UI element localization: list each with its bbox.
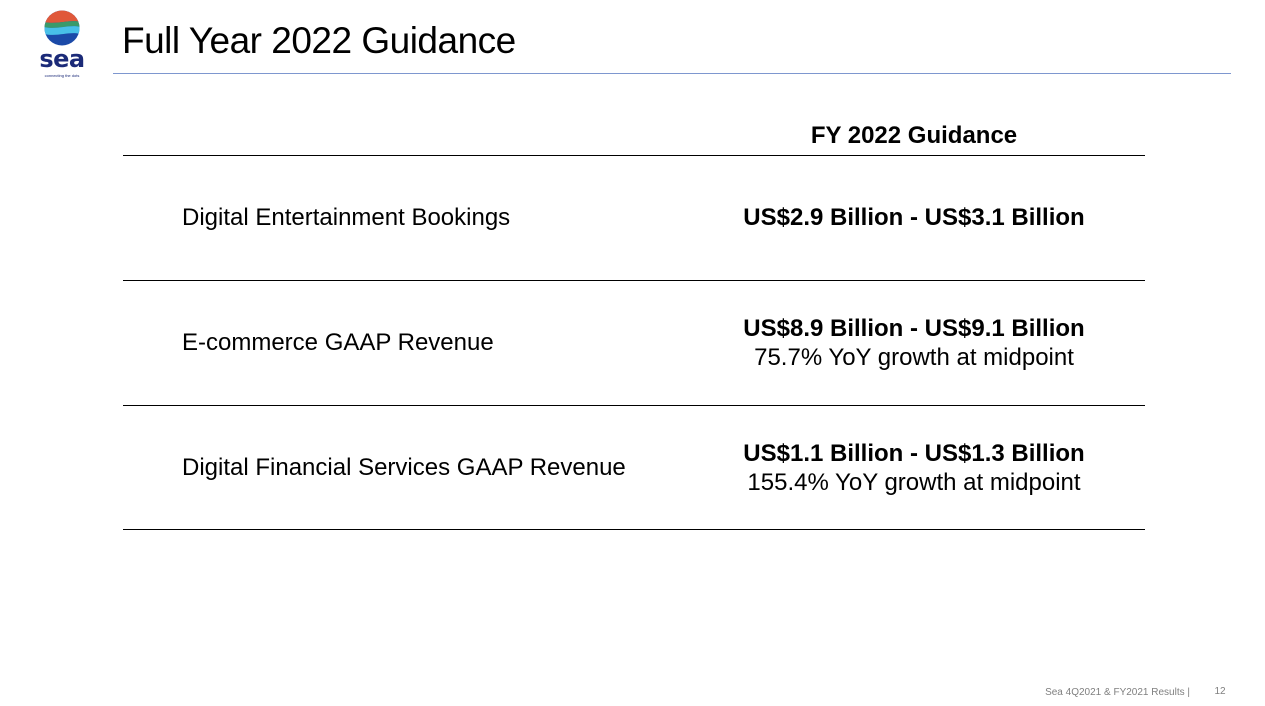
table-divider — [123, 529, 1145, 530]
row-value: US$1.1 Billion - US$1.3 Billion 155.4% Y… — [683, 439, 1145, 497]
logo-wordmark: sea — [39, 45, 85, 73]
title-divider — [113, 73, 1231, 74]
column-header: FY 2022 Guidance — [810, 122, 1018, 149]
row-label: Digital Entertainment Bookings — [182, 204, 511, 231]
sea-logo-icon — [44, 10, 80, 46]
table-divider — [123, 280, 1145, 281]
yoy-growth: 155.4% YoY growth at midpoint — [747, 469, 1081, 496]
row-value: US$2.9 Billion - US$3.1 Billion — [683, 203, 1145, 232]
guidance-range: US$1.1 Billion - US$1.3 Billion — [743, 440, 1085, 467]
guidance-range: US$8.9 Billion - US$9.1 Billion — [743, 315, 1085, 342]
table-divider — [123, 155, 1145, 156]
guidance-range: US$2.9 Billion - US$3.1 Billion — [743, 204, 1085, 231]
row-label: Digital Financial Services GAAP Revenue — [182, 454, 626, 481]
logo-tagline: connecting the dots — [44, 73, 80, 78]
table-divider — [123, 405, 1145, 406]
yoy-growth: 75.7% YoY growth at midpoint — [754, 344, 1074, 371]
row-label: E-commerce GAAP Revenue — [182, 329, 494, 356]
footer-text: Sea 4Q2021 & FY2021 Results | — [1045, 687, 1190, 698]
page-title: Full Year 2022 Guidance — [122, 20, 516, 61]
sea-logo: sea connecting the dots — [36, 10, 88, 80]
row-value: US$8.9 Billion - US$9.1 Billion 75.7% Yo… — [683, 314, 1145, 372]
page-number: 12 — [1214, 686, 1226, 697]
